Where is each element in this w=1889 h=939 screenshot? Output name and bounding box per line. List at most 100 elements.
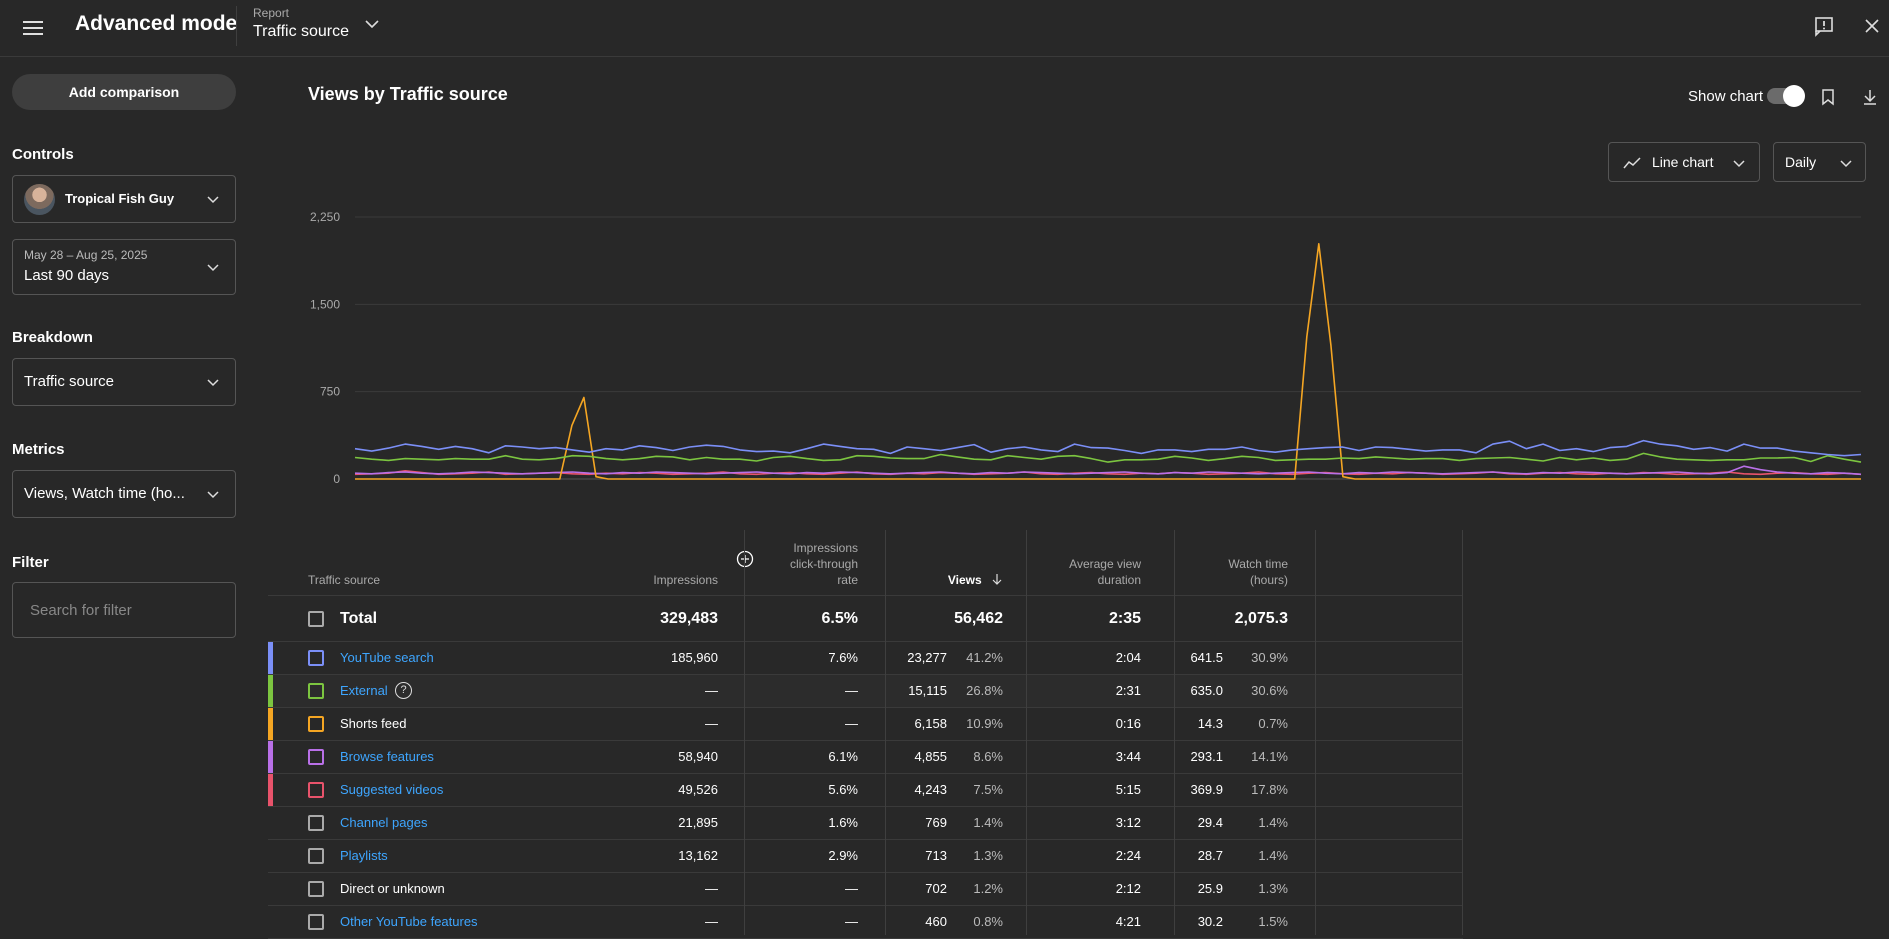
row-checkbox[interactable] [308, 650, 324, 666]
impressions-cell: 185,960 [671, 650, 718, 665]
traffic-source-name[interactable]: Suggested videos [340, 782, 444, 797]
col-header-views[interactable]: Views [948, 572, 1003, 588]
views-pct-cell: 41.2% [966, 650, 1003, 665]
traffic-source-name[interactable]: Other YouTube features [340, 914, 478, 929]
close-icon[interactable] [1860, 14, 1884, 38]
series-color-bar [268, 708, 273, 740]
table-row: Browse features 58,940 6.1% 4,855 8.6% 3:44 29… [268, 741, 1463, 774]
views-pct-cell: 7.5% [973, 782, 1003, 797]
avd-cell: 2:12 [1115, 881, 1141, 896]
avd-cell: 3:12 [1115, 815, 1141, 830]
impressions-cell: 13,162 [678, 848, 718, 863]
interval-label: Daily [1785, 154, 1817, 170]
table-row: Channel pages 21,895 1.6% 769 1.4% 3:12 29.4 1.… [268, 807, 1463, 840]
row-checkbox[interactable] [308, 815, 324, 831]
watch-cell: 635.0 [1190, 683, 1223, 698]
impressions-cell: 49,526 [678, 782, 718, 797]
total-impressions: 329,483 [660, 609, 718, 627]
date-range-selector[interactable]: May 28 – Aug 25, 2025 Last 90 days [12, 239, 236, 295]
impressions-cell: 58,940 [678, 749, 718, 764]
series-line [355, 242, 1861, 480]
table-row: Suggested videos 49,526 5.6% 4,243 7.5% 5:15 3… [268, 774, 1463, 807]
row-checkbox[interactable] [308, 914, 324, 930]
ctr-cell: 5.6% [828, 782, 858, 797]
traffic-source-name[interactable]: External [340, 683, 388, 698]
chart-type-dropdown[interactable]: Line chart [1608, 142, 1760, 182]
watch-pct-cell: 1.4% [1258, 848, 1288, 863]
avd-cell: 2:04 [1115, 650, 1141, 665]
column-divider [744, 530, 745, 935]
date-range: May 28 – Aug 25, 2025 [24, 248, 148, 262]
date-preset: Last 90 days [24, 267, 110, 284]
series-line [354, 465, 1862, 476]
watch-pct-cell: 0.7% [1258, 716, 1288, 731]
chevron-down-icon [207, 491, 219, 499]
row-checkbox[interactable] [308, 782, 324, 798]
total-ctr: 6.5% [821, 609, 858, 627]
table-row: Playlists 13,162 2.9% 713 1.3% 2:24 28.7 1.4% [268, 840, 1463, 873]
metrics-selector[interactable]: Views, Watch time (ho... [12, 470, 236, 518]
breakdown-selector[interactable]: Traffic source [12, 358, 236, 406]
watch-cell: 28.7 [1197, 848, 1223, 863]
col-header-impressions[interactable]: Impressions [653, 573, 718, 587]
top-bar: Advanced mode Report Traffic source [0, 0, 1889, 57]
column-divider [1462, 530, 1463, 935]
views-pct-cell: 1.4% [973, 815, 1003, 830]
watch-cell: 369.9 [1190, 782, 1223, 797]
watch-pct-cell: 1.3% [1258, 881, 1288, 896]
avd-cell: 2:24 [1115, 848, 1141, 863]
ctr-cell: 1.6% [828, 815, 858, 830]
report-label: Report [253, 6, 290, 20]
y-tick-label: 1,500 [310, 297, 340, 311]
add-column-icon[interactable] [736, 550, 754, 568]
views-pct-cell: 1.2% [973, 881, 1003, 896]
col-header-ctr[interactable]: Impressions click-through rate [790, 540, 858, 588]
row-checkbox[interactable] [308, 848, 324, 864]
avatar [24, 184, 55, 215]
channel-selector[interactable]: Tropical Fish Guy [12, 175, 236, 223]
series-line [354, 452, 1862, 463]
feedback-icon[interactable] [1812, 14, 1836, 38]
chevron-down-icon [207, 379, 219, 387]
chevron-down-icon[interactable] [362, 14, 382, 34]
watch-header-line: Watch time [1228, 557, 1288, 571]
header-divider [236, 6, 237, 46]
show-chart-toggle[interactable] [1767, 85, 1805, 107]
ctr-header-line: rate [837, 573, 858, 587]
watch-pct-cell: 30.9% [1251, 650, 1288, 665]
impressions-cell: — [705, 683, 718, 698]
column-divider [885, 530, 886, 935]
views-cell: 6,158 [914, 716, 947, 731]
chevron-down-icon [1840, 160, 1852, 168]
interval-dropdown[interactable]: Daily [1773, 142, 1866, 182]
col-header-avd[interactable]: Average view duration [1069, 556, 1141, 588]
metrics-label: Metrics [12, 441, 65, 458]
traffic-source-name[interactable]: Channel pages [340, 815, 428, 830]
traffic-source-name[interactable]: YouTube search [340, 650, 434, 665]
views-pct-cell: 26.8% [966, 683, 1003, 698]
report-selector[interactable]: Traffic source [253, 23, 350, 40]
watch-cell: 29.4 [1197, 815, 1223, 830]
bookmark-icon[interactable] [1818, 87, 1838, 107]
chevron-down-icon [207, 264, 219, 272]
row-checkbox[interactable] [308, 881, 324, 897]
traffic-source-name[interactable]: Playlists [340, 848, 388, 863]
add-comparison-button[interactable]: Add comparison [12, 74, 236, 110]
col-header-source[interactable]: Traffic source [308, 573, 381, 587]
row-checkbox[interactable] [308, 683, 324, 699]
filter-search-input[interactable] [12, 582, 236, 638]
download-icon[interactable] [1860, 87, 1880, 107]
menu-icon[interactable] [20, 14, 48, 42]
help-icon[interactable]: ? [395, 682, 412, 699]
col-header-watch-time[interactable]: Watch time (hours) [1228, 556, 1288, 588]
select-all-checkbox[interactable] [308, 610, 324, 627]
traffic-source-name[interactable]: Browse features [340, 749, 434, 764]
channel-name: Tropical Fish Guy [65, 191, 175, 206]
views-header-label: Views [947, 573, 982, 587]
traffic-source-name: Direct or unknown [340, 881, 445, 896]
row-checkbox[interactable] [308, 716, 324, 732]
avd-cell: 5:15 [1115, 782, 1141, 797]
views-cell: 713 [925, 848, 947, 863]
line-chart-icon [1623, 157, 1641, 169]
row-checkbox[interactable] [308, 749, 324, 765]
